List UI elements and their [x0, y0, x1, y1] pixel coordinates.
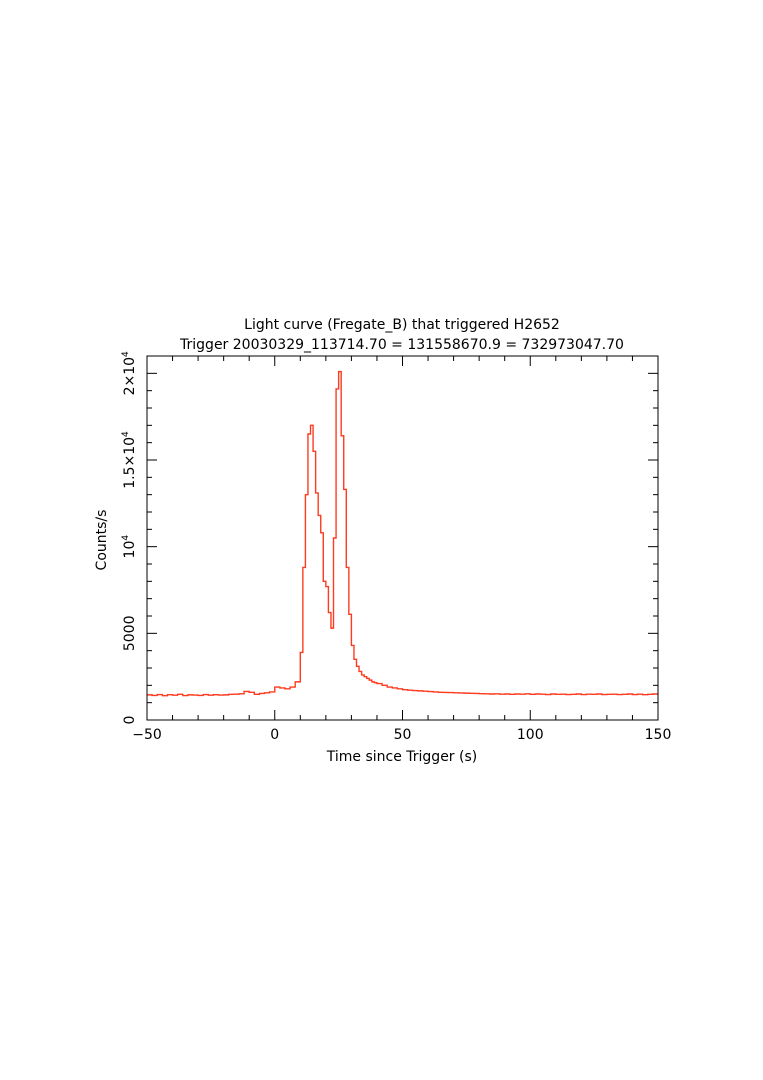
x-tick-label: 0 [270, 727, 279, 743]
y-axis-label: Counts/s [94, 510, 110, 571]
y-tick-label: 1.5×104 [121, 431, 138, 489]
x-tick-label: 150 [645, 727, 672, 743]
y-tick-label: 0 [122, 716, 138, 725]
series-line [147, 370, 658, 697]
plot-frame [146, 355, 659, 721]
chart-title: Light curve (Fregate_B) that triggered H… [244, 317, 560, 333]
x-axis-label: Time since Trigger (s) [326, 749, 477, 765]
y-axis-ticks: 0 5000 104 1.5×104 2×104 [121, 351, 658, 724]
series-layer [147, 370, 658, 697]
y-tick-label: 2×104 [121, 351, 138, 395]
x-tick-label: 100 [517, 727, 544, 743]
x-tick-label: 50 [394, 727, 412, 743]
y-tick-label: 5000 [122, 616, 138, 652]
chart-subtitle: Trigger 20030329_113714.70 = 131558670.9… [179, 337, 624, 353]
x-axis-ticks: −50 0 50 100 150 [132, 356, 671, 743]
y-tick-label: 104 [121, 535, 138, 559]
x-tick-label: −50 [132, 727, 162, 743]
